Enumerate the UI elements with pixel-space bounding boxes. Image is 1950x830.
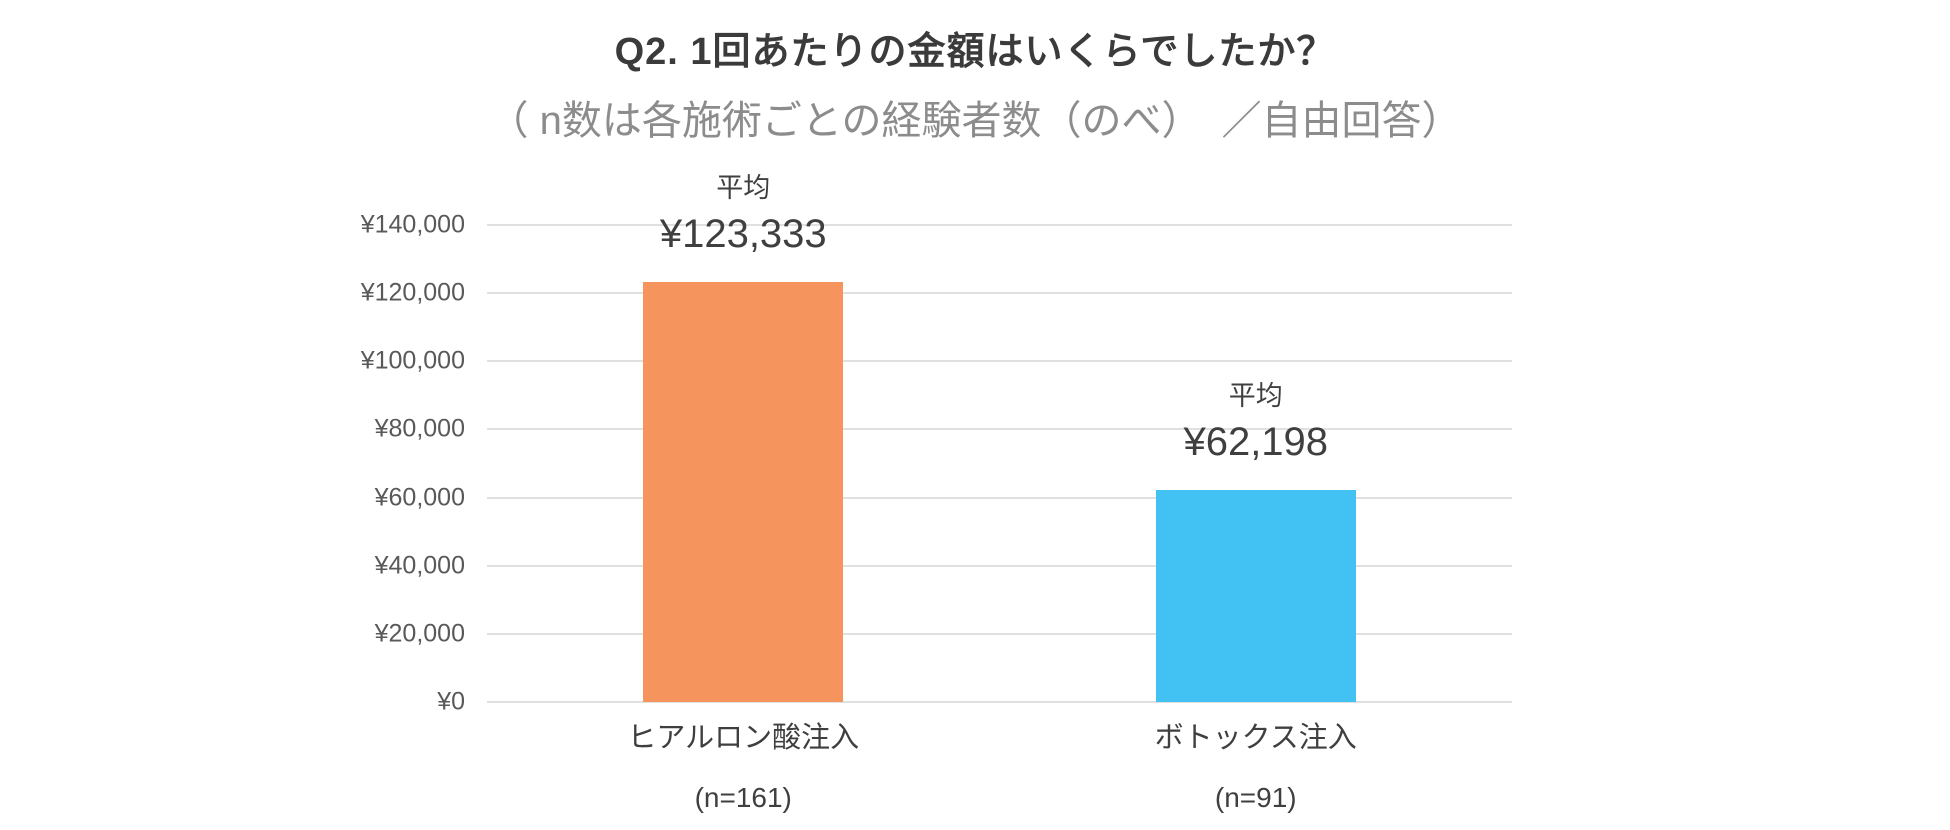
bar-data-label: 平均 ¥62,198 — [1000, 382, 1513, 464]
bar-data-label: 平均 ¥123,333 — [487, 173, 1000, 256]
bar-label-prefix: 平均 — [716, 173, 771, 204]
category-sample-size: (n=91) — [1214, 782, 1297, 813]
gridline — [487, 428, 1512, 431]
gridline — [487, 701, 1512, 703]
bar-label-value: ¥62,198 — [1183, 420, 1329, 465]
category-label: ボトックス注入 — [1154, 722, 1357, 754]
plot-area: 平均 ¥123,333 平均 ¥62,198 — [487, 173, 1513, 703]
y-tick-label: ¥100,000 — [360, 346, 465, 375]
y-tick-label: ¥20,000 — [374, 619, 465, 648]
bar-hyaluronic-acid — [643, 281, 844, 702]
gridline — [487, 496, 1512, 499]
y-tick-label: ¥80,000 — [374, 414, 465, 443]
bar-series: 平均 ¥123,333 平均 ¥62,198 — [487, 173, 1513, 702]
category-sample-size: (n=161) — [694, 782, 792, 813]
x-axis: ヒアルロン酸注入 (n=161) ボトックス注入 (n=91) — [487, 714, 1512, 814]
bar-botox — [1155, 490, 1356, 702]
y-axis: ¥0 ¥20,000 ¥40,000 ¥60,000 ¥80,000 ¥100,000 ¥1… — [250, 212, 465, 714]
y-tick-label: ¥140,000 — [360, 210, 465, 239]
bar-slot: 平均 ¥123,333 — [487, 173, 1000, 702]
gridline — [487, 564, 1512, 567]
gridline — [487, 292, 1512, 295]
bar-label-value: ¥123,333 — [659, 211, 827, 256]
x-axis-slot: ボトックス注入 (n=91) — [1000, 714, 1513, 814]
chart-subtitle: （ n数は各施術ごとの経験者数（のべ） ／自由回答） — [488, 99, 1462, 143]
y-tick-label: ¥60,000 — [374, 483, 465, 512]
x-axis-slot: ヒアルロン酸注入 (n=161) — [487, 714, 1000, 814]
y-tick-label: ¥0 — [437, 687, 465, 716]
bar-slot: 平均 ¥62,198 — [1000, 225, 1513, 702]
y-tick-label: ¥120,000 — [360, 278, 465, 307]
gridline — [487, 632, 1512, 635]
gridline — [487, 360, 1512, 363]
gridline — [487, 224, 1512, 226]
bar-label-prefix: 平均 — [1228, 381, 1283, 412]
category-label: ヒアルロン酸注入 — [627, 722, 860, 754]
chart-title: Q2. 1回あたりの金額はいくらでしたか？ — [614, 31, 1336, 73]
y-tick-label: ¥40,000 — [374, 551, 465, 580]
